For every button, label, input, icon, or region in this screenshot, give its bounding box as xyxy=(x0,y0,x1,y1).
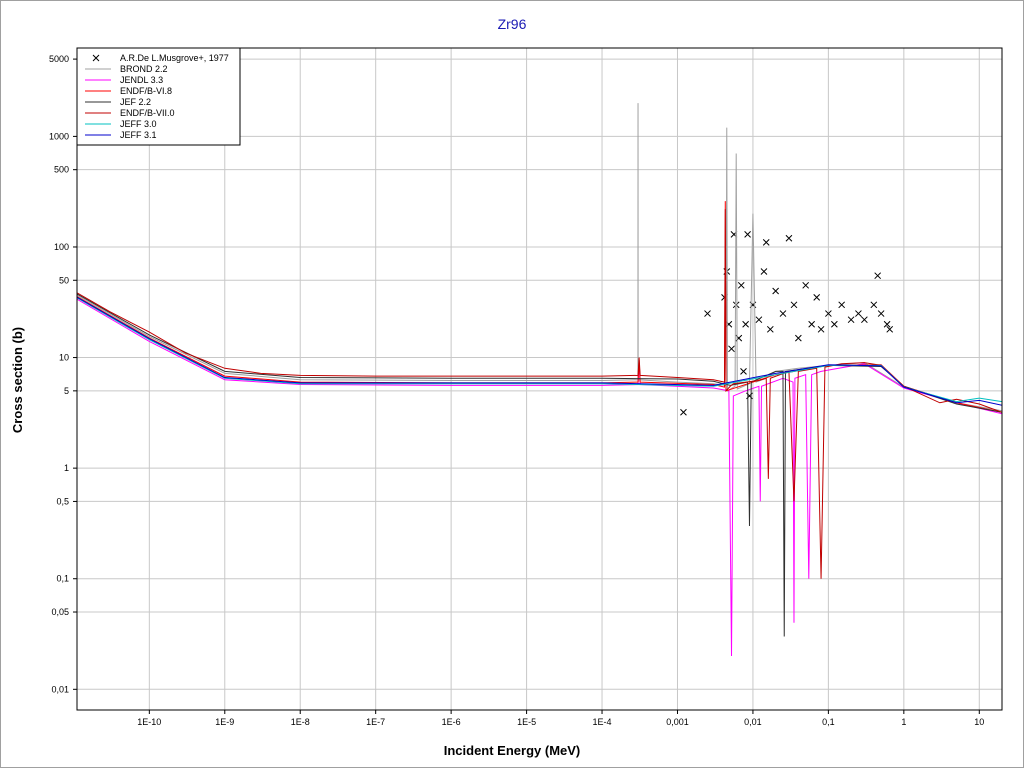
y-tick-label: 10 xyxy=(59,353,69,363)
data-point xyxy=(802,281,810,289)
data-point xyxy=(740,368,747,375)
data-point xyxy=(855,310,862,317)
ticks: 1E-10 1E-9 1E-8 1E-7 1E-6 1E-5 1E-4 0,001 0,01 0,… xyxy=(49,54,984,727)
y-tick-label: 5000 xyxy=(49,54,69,64)
data-point xyxy=(874,272,882,280)
x-tick-label: 1 xyxy=(901,717,906,727)
grid xyxy=(77,48,1002,710)
y-tick-label: 0,05 xyxy=(51,607,69,617)
plot-border xyxy=(76,47,1003,711)
data-point xyxy=(813,294,821,301)
x-axis-label: Incident Energy (MeV) xyxy=(444,743,581,758)
x-tick-label: 1E-9 xyxy=(215,717,234,727)
x-tick-label: 10 xyxy=(974,717,984,727)
data-point xyxy=(795,334,802,342)
data-point xyxy=(825,310,832,317)
legend-box xyxy=(76,47,241,146)
data-point xyxy=(817,325,825,333)
x-tick-label: 1E-6 xyxy=(442,717,461,727)
series-line xyxy=(77,298,1002,657)
y-tick-label: 1 xyxy=(64,463,69,473)
data-point xyxy=(755,316,763,324)
legend-label: JEFF 3.1 xyxy=(120,130,157,140)
x-tick-label: 0,01 xyxy=(744,717,762,727)
series-line xyxy=(77,296,1002,406)
data-point xyxy=(744,231,751,238)
legend-label: JEF 2.2 xyxy=(120,97,151,107)
y-tick-label: 0,01 xyxy=(51,684,69,694)
data-point xyxy=(766,325,774,333)
x-tick-label: 1E-4 xyxy=(593,717,612,727)
data-point xyxy=(861,316,868,324)
legend-symbol xyxy=(92,54,100,62)
data-point xyxy=(779,310,787,317)
data-point xyxy=(831,320,838,328)
x-tick-label: 1E-7 xyxy=(366,717,385,727)
data-point xyxy=(877,310,885,317)
data-point xyxy=(886,325,894,333)
data-point xyxy=(762,239,770,246)
x-tick-label: 1E-5 xyxy=(517,717,536,727)
y-tick-label: 0,1 xyxy=(56,574,69,584)
data-point xyxy=(742,320,749,328)
y-tick-label: 100 xyxy=(54,242,69,252)
series-line xyxy=(77,209,1002,579)
legend-label: ENDF/B-VI.8 xyxy=(120,86,172,96)
legend-label: JEFF 3.0 xyxy=(120,119,157,129)
x-tick-label: 1E-10 xyxy=(137,717,161,727)
data-point xyxy=(838,301,846,309)
data-point xyxy=(883,320,891,328)
data-point xyxy=(785,234,793,242)
series-line xyxy=(77,293,1002,637)
legend-label: BROND 2.2 xyxy=(120,64,168,74)
x-tick-label: 0,1 xyxy=(822,717,835,727)
data-point xyxy=(728,345,735,353)
data-point xyxy=(704,310,711,317)
legend-label: JENDL 3.3 xyxy=(120,75,163,85)
data-point xyxy=(847,316,855,324)
data-point xyxy=(680,408,687,416)
legend-label: ENDF/B-VII.0 xyxy=(120,108,175,118)
y-tick-label: 5 xyxy=(64,386,69,396)
y-tick-label: 1000 xyxy=(49,131,69,141)
data-point xyxy=(790,301,798,309)
plot-area xyxy=(77,103,1002,657)
legend-label: A.R.De L.Musgrove+, 1977 xyxy=(120,53,229,63)
series-line xyxy=(77,297,1002,403)
chart-title: Zr96 xyxy=(498,16,527,32)
y-axis-label: Cross section (b) xyxy=(10,327,25,433)
x-tick-label: 0,001 xyxy=(666,717,689,727)
y-tick-label: 500 xyxy=(54,165,69,175)
series-line xyxy=(77,201,1002,413)
data-point xyxy=(870,301,878,309)
x-tick-label: 1E-8 xyxy=(291,717,310,727)
data-point xyxy=(808,320,816,328)
data-point xyxy=(772,287,780,295)
y-tick-label: 50 xyxy=(59,275,69,285)
data-point xyxy=(760,268,768,275)
y-tick-label: 0,5 xyxy=(56,496,69,506)
data-point xyxy=(732,301,740,309)
data-point xyxy=(737,281,745,289)
